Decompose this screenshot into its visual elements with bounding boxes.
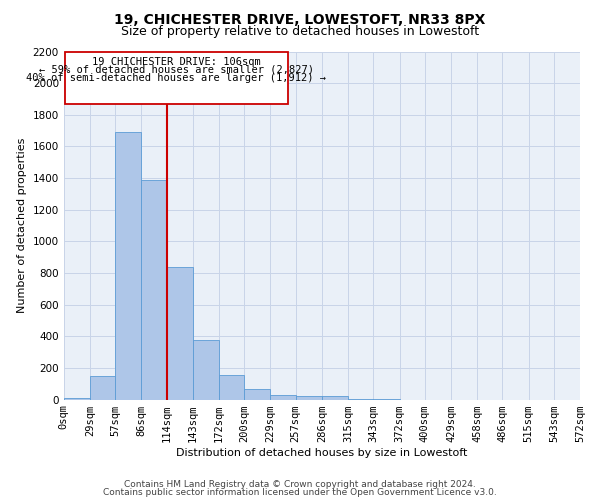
Bar (348, 399, 373, 400)
Text: 19 CHICHESTER DRIVE: 106sqm: 19 CHICHESTER DRIVE: 106sqm (92, 56, 260, 66)
Bar (167, 266, 193, 400)
Text: ← 59% of detached houses are smaller (2,827): ← 59% of detached houses are smaller (2,… (38, 64, 314, 74)
Text: Contains HM Land Registry data © Crown copyright and database right 2024.: Contains HM Land Registry data © Crown c… (124, 480, 476, 489)
Bar (115, 132, 142, 400)
X-axis label: Distribution of detached houses by size in Lowestoft: Distribution of detached houses by size … (176, 448, 467, 458)
Bar (322, 396, 348, 400)
Text: 19, CHICHESTER DRIVE, LOWESTOFT, NR33 8PX: 19, CHICHESTER DRIVE, LOWESTOFT, NR33 8P… (115, 12, 485, 26)
Bar (296, 396, 322, 400)
Bar (142, 180, 167, 400)
Bar (219, 375, 244, 400)
Y-axis label: Number of detached properties: Number of detached properties (17, 138, 27, 313)
Text: Size of property relative to detached houses in Lowestoft: Size of property relative to detached ho… (121, 25, 479, 38)
Bar (90, 376, 115, 400)
Bar (64, 398, 90, 400)
Bar (193, 340, 219, 400)
Bar (244, 390, 271, 400)
Text: 40% of semi-detached houses are larger (1,912) →: 40% of semi-detached houses are larger (… (26, 72, 326, 83)
FancyBboxPatch shape (65, 52, 287, 104)
Text: Contains public sector information licensed under the Open Government Licence v3: Contains public sector information licen… (103, 488, 497, 497)
Bar (271, 395, 296, 400)
